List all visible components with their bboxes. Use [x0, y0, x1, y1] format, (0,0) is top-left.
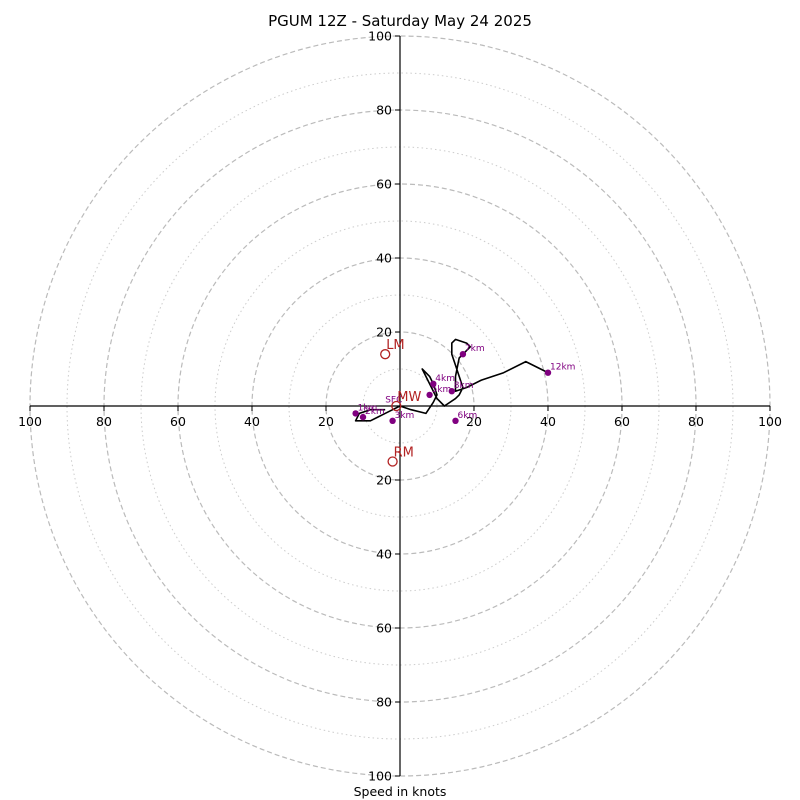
height-label-1km: 1km: [358, 403, 378, 413]
height-label-8km: 8km: [454, 381, 474, 391]
height-point-6km: [452, 417, 459, 424]
motion-label-rm: RM: [394, 446, 414, 461]
x-tick-label: 60: [170, 414, 186, 429]
height-point-2km: [359, 413, 367, 421]
hodograph-line: [354, 338, 549, 422]
height-label-2km: 2km: [365, 407, 385, 417]
height-point-12km: [544, 369, 552, 376]
motion-label-mw: MW: [397, 390, 421, 405]
y-tick-label: 20: [376, 473, 392, 488]
height-label-12km: 12km: [550, 363, 575, 373]
y-tick-label: 80: [376, 695, 392, 710]
x-tick-label: 80: [96, 414, 112, 429]
chart-title: PGUM 12Z - Saturday May 24 2025: [268, 12, 532, 30]
motion-marker-lm: [380, 349, 391, 360]
y-tick-label: 80: [376, 103, 392, 118]
x-tick-label: 20: [466, 414, 482, 429]
y-tick-label: 40: [376, 547, 392, 562]
tick-labels: 100 80 60 40 20 20 40 60 80 100 100 80 60 40 20 20 40 60 8…: [18, 29, 782, 784]
height-point-3km: [389, 417, 396, 424]
height-point-5km: [426, 391, 433, 399]
y-tick-label: 60: [376, 621, 392, 636]
height-point-1km: [352, 410, 359, 417]
height-label-5km: 5km: [432, 385, 452, 395]
x-tick-label: 40: [244, 414, 260, 429]
x-tick-label: 100: [758, 414, 782, 429]
x-tick-label: 80: [688, 414, 704, 429]
y-tick-label: 100: [368, 29, 392, 44]
x-tick-label: 20: [318, 414, 334, 429]
height-label-3km: 3km: [395, 411, 415, 421]
x-axis-label: Speed in knots: [354, 784, 447, 799]
storm-motion-markers: LM MW RM: [380, 338, 422, 467]
motion-label-lm: LM: [386, 338, 404, 353]
y-tick-label: 40: [376, 251, 392, 266]
height-label-4km: 4km: [435, 374, 455, 384]
hodograph-trace-group: [354, 338, 549, 422]
x-tick-label: 40: [540, 414, 556, 429]
x-tick-label: 60: [614, 414, 630, 429]
height-point-7km: [459, 351, 467, 358]
height-label-7km: 7km: [465, 344, 485, 354]
y-tick-label: 20: [376, 325, 392, 340]
height-point-4km: [430, 380, 437, 387]
motion-marker-mw: [391, 400, 402, 412]
y-tick-label: 100: [368, 769, 392, 784]
motion-marker-rm: [387, 456, 398, 467]
y-tick-label: 60: [376, 177, 392, 192]
sfc-label: SFC: [385, 395, 402, 405]
height-point-8km: [448, 388, 455, 395]
x-tick-label: 100: [18, 414, 42, 429]
height-label-6km: 6km: [458, 411, 478, 421]
